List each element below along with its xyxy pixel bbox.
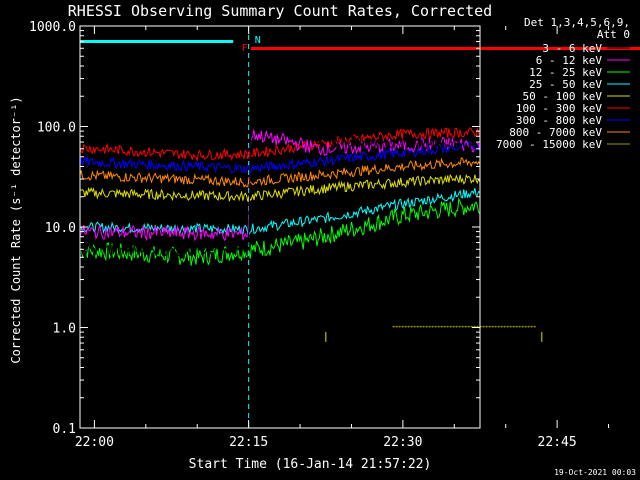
night-bar bbox=[80, 40, 234, 43]
series-layer bbox=[79, 120, 543, 342]
y-tick-label: 100.0 bbox=[37, 121, 76, 136]
x-tick-label: 22:45 bbox=[538, 435, 577, 450]
legend-label: 100 - 300 keV bbox=[516, 102, 602, 115]
footer-timestamp: 19-Oct-2021 00:03 bbox=[554, 468, 636, 477]
legend-label: 3 - 6 keV bbox=[542, 42, 602, 55]
legend-label: 800 - 7000 keV bbox=[509, 126, 602, 139]
legend-label: 7000 - 15000 keV bbox=[496, 138, 602, 151]
x-tick-label: 22:00 bbox=[75, 435, 114, 450]
x-tick-label: 22:30 bbox=[383, 435, 422, 450]
axes-layer: 1000.0 100.0 10.0 1.0 0.122:00 22:15 22:30 22:4… bbox=[29, 20, 610, 450]
x-tick-label: 22:15 bbox=[229, 435, 268, 450]
legend-label: 6 - 12 keV bbox=[536, 54, 603, 67]
legend-label: 50 - 100 keV bbox=[523, 90, 603, 103]
series-line bbox=[79, 187, 481, 236]
series-line bbox=[79, 173, 481, 202]
legend-header-detectors: Det 1,3,4,5,6,9, bbox=[524, 16, 630, 29]
legend-label: 12 - 25 keV bbox=[529, 66, 602, 79]
flare-bar bbox=[250, 47, 640, 50]
x-axis-label: Start Time (16-Jan-14 21:57:22) bbox=[189, 457, 432, 472]
night-marker-label: N bbox=[255, 35, 261, 46]
chart-title: RHESSI Observing Summary Count Rates, Co… bbox=[68, 2, 492, 20]
y-tick-label: 0.1 bbox=[53, 422, 76, 437]
series-line bbox=[79, 120, 481, 258]
y-tick-label: 1.0 bbox=[53, 322, 76, 337]
legend-label: 300 - 800 keV bbox=[516, 114, 602, 127]
series-line bbox=[79, 128, 481, 242]
legend-label: 25 - 50 keV bbox=[529, 78, 602, 91]
y-tick-label: 1000.0 bbox=[29, 20, 76, 35]
legend-header-attenuator: Att 0 bbox=[597, 28, 630, 41]
series-line bbox=[79, 157, 481, 188]
y-axis-label: Corrected Count Rate (s⁻¹ detector⁻¹) bbox=[9, 96, 23, 363]
series-line bbox=[79, 127, 481, 162]
y-tick-label: 10.0 bbox=[45, 221, 76, 236]
flare-marker-label: F bbox=[242, 43, 248, 54]
series-line bbox=[79, 197, 481, 266]
